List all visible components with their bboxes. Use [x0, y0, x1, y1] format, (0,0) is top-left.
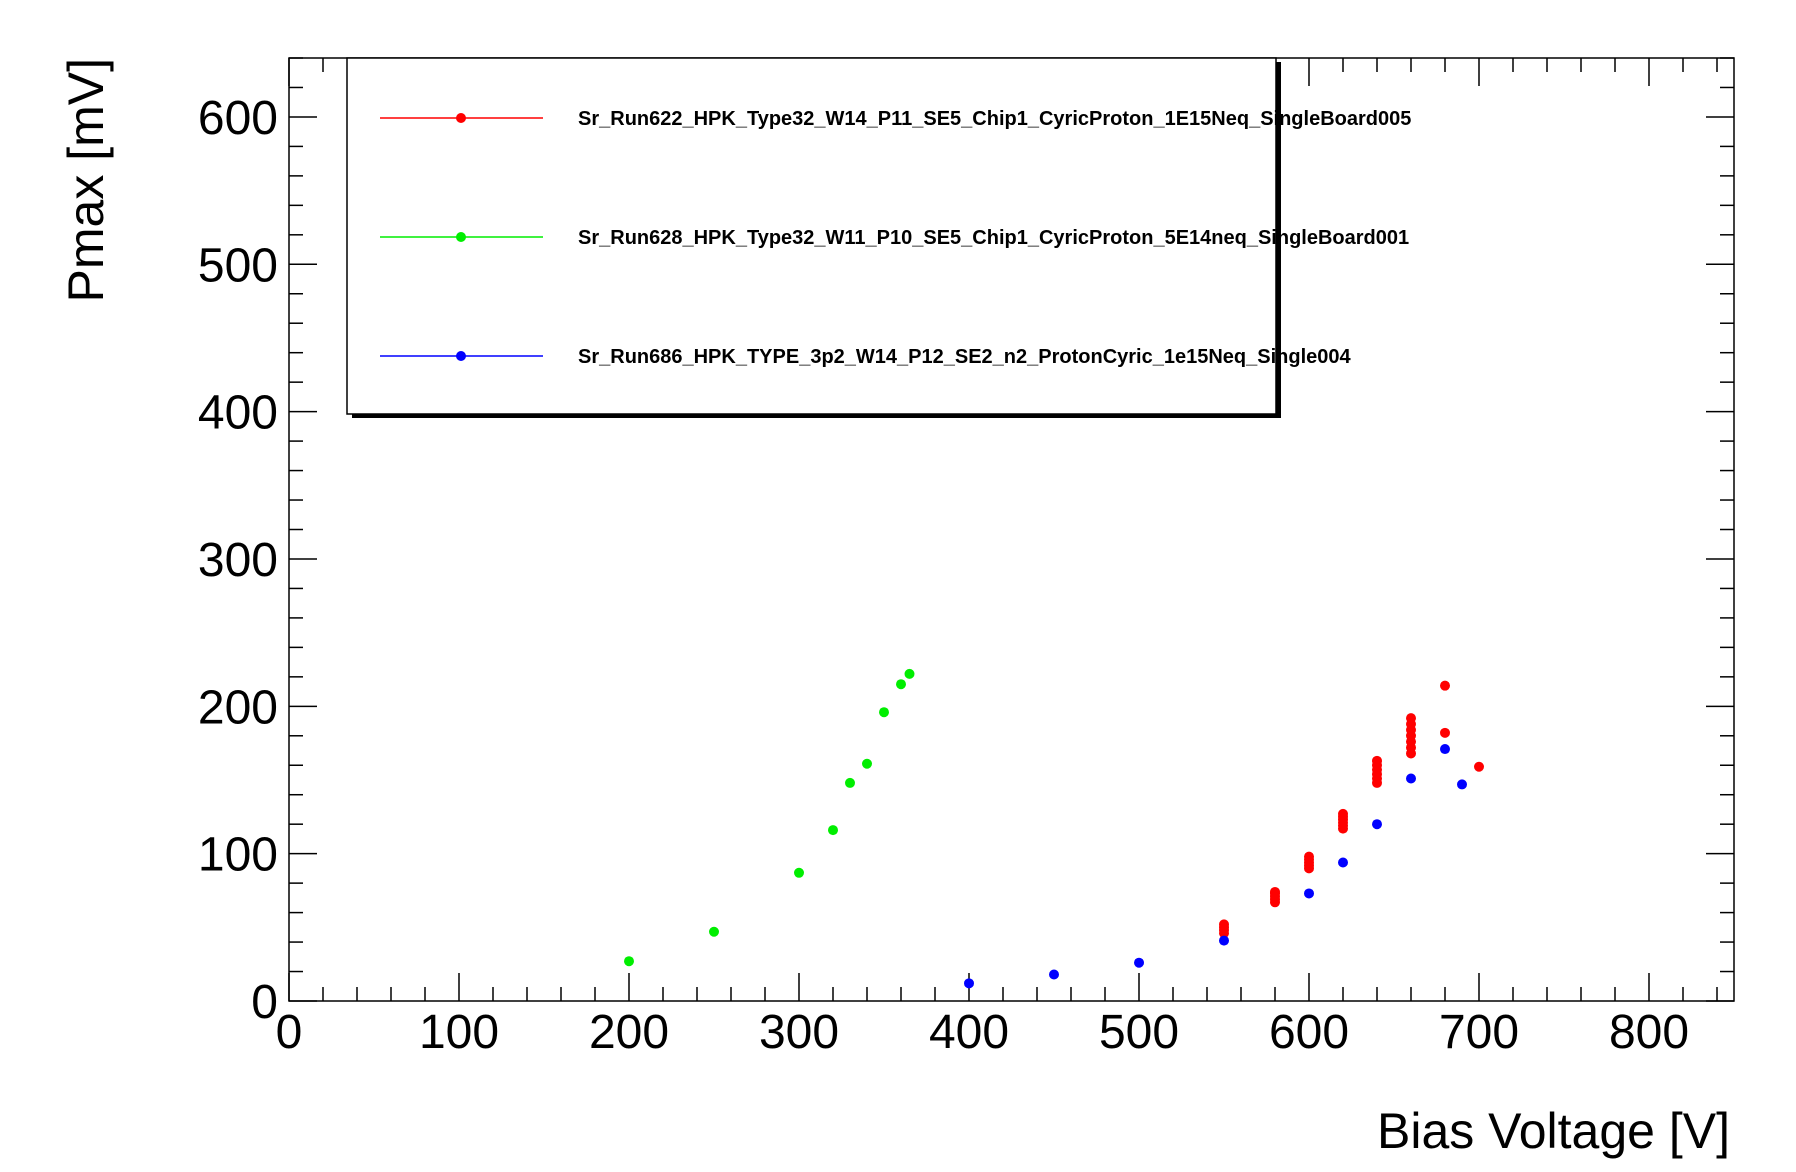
x-tick-label: 800 [1609, 1006, 1689, 1059]
data-point [964, 978, 974, 989]
x-tick-label: 100 [419, 1006, 499, 1059]
data-points [624, 668, 1484, 989]
legend-label: Sr_Run686_HPK_TYPE_3p2_W14_P12_SE2_n2_Pr… [578, 346, 1351, 368]
legend-label: Sr_Run628_HPK_Type32_W11_P10_SE5_Chip1_C… [578, 227, 1409, 249]
x-tick-label: 300 [759, 1006, 839, 1059]
data-point [709, 926, 719, 937]
y-tick-labels: 0 100 200 300 400 500 600 [198, 92, 278, 1029]
data-point [794, 867, 804, 878]
x-tick-label: 700 [1439, 1006, 1519, 1059]
y-axis-title: Pmax [mV] [58, 58, 114, 302]
data-point [1219, 935, 1229, 946]
data-point [1270, 886, 1280, 897]
data-point [1134, 957, 1144, 968]
data-point [1304, 851, 1314, 862]
data-point [1457, 779, 1467, 790]
y-tick-label: 500 [198, 239, 278, 292]
x-tick-label: 200 [589, 1006, 669, 1059]
series-1 [1219, 680, 1484, 939]
data-point [879, 707, 889, 718]
legend: Sr_Run622_HPK_Type32_W14_P11_SE5_Chip1_C… [346, 57, 1411, 418]
legend-marker [456, 232, 466, 242]
data-point [1372, 819, 1382, 830]
legend-marker [456, 113, 466, 123]
data-point [1406, 713, 1416, 724]
y-tick-label: 400 [198, 387, 278, 440]
data-point [1338, 808, 1348, 819]
data-point [624, 956, 634, 967]
series-3 [964, 744, 1467, 989]
legend-label: Sr_Run622_HPK_Type32_W14_P11_SE5_Chip1_C… [578, 108, 1411, 130]
data-point [1440, 744, 1450, 755]
data-point [845, 777, 855, 788]
data-point [1049, 969, 1059, 980]
data-point [1474, 761, 1484, 772]
x-tick-label: 0 [276, 1006, 303, 1059]
series-2 [624, 668, 915, 967]
y-tick-label: 0 [251, 976, 278, 1029]
y-tick-label: 300 [198, 534, 278, 587]
data-point [1406, 773, 1416, 784]
y-tick-label: 600 [198, 92, 278, 145]
x-axis-title: Bias Voltage [V] [1377, 1103, 1730, 1159]
x-tick-labels: 0 100 200 300 400 500 600 700 800 [276, 1006, 1689, 1059]
data-point [1304, 888, 1314, 899]
data-point [862, 758, 872, 769]
data-point [1372, 755, 1382, 766]
x-tick-label: 600 [1269, 1006, 1349, 1059]
data-point [896, 679, 906, 690]
y-tick-label: 200 [198, 681, 278, 734]
data-point [1440, 680, 1450, 691]
data-point [1440, 727, 1450, 738]
data-point [1219, 919, 1229, 930]
data-point [1338, 857, 1348, 868]
data-point [828, 825, 838, 836]
data-point [904, 668, 915, 679]
legend-marker [456, 351, 466, 361]
x-tick-label: 500 [1099, 1006, 1179, 1059]
x-tick-label: 400 [929, 1006, 1009, 1059]
y-tick-label: 100 [198, 829, 278, 882]
